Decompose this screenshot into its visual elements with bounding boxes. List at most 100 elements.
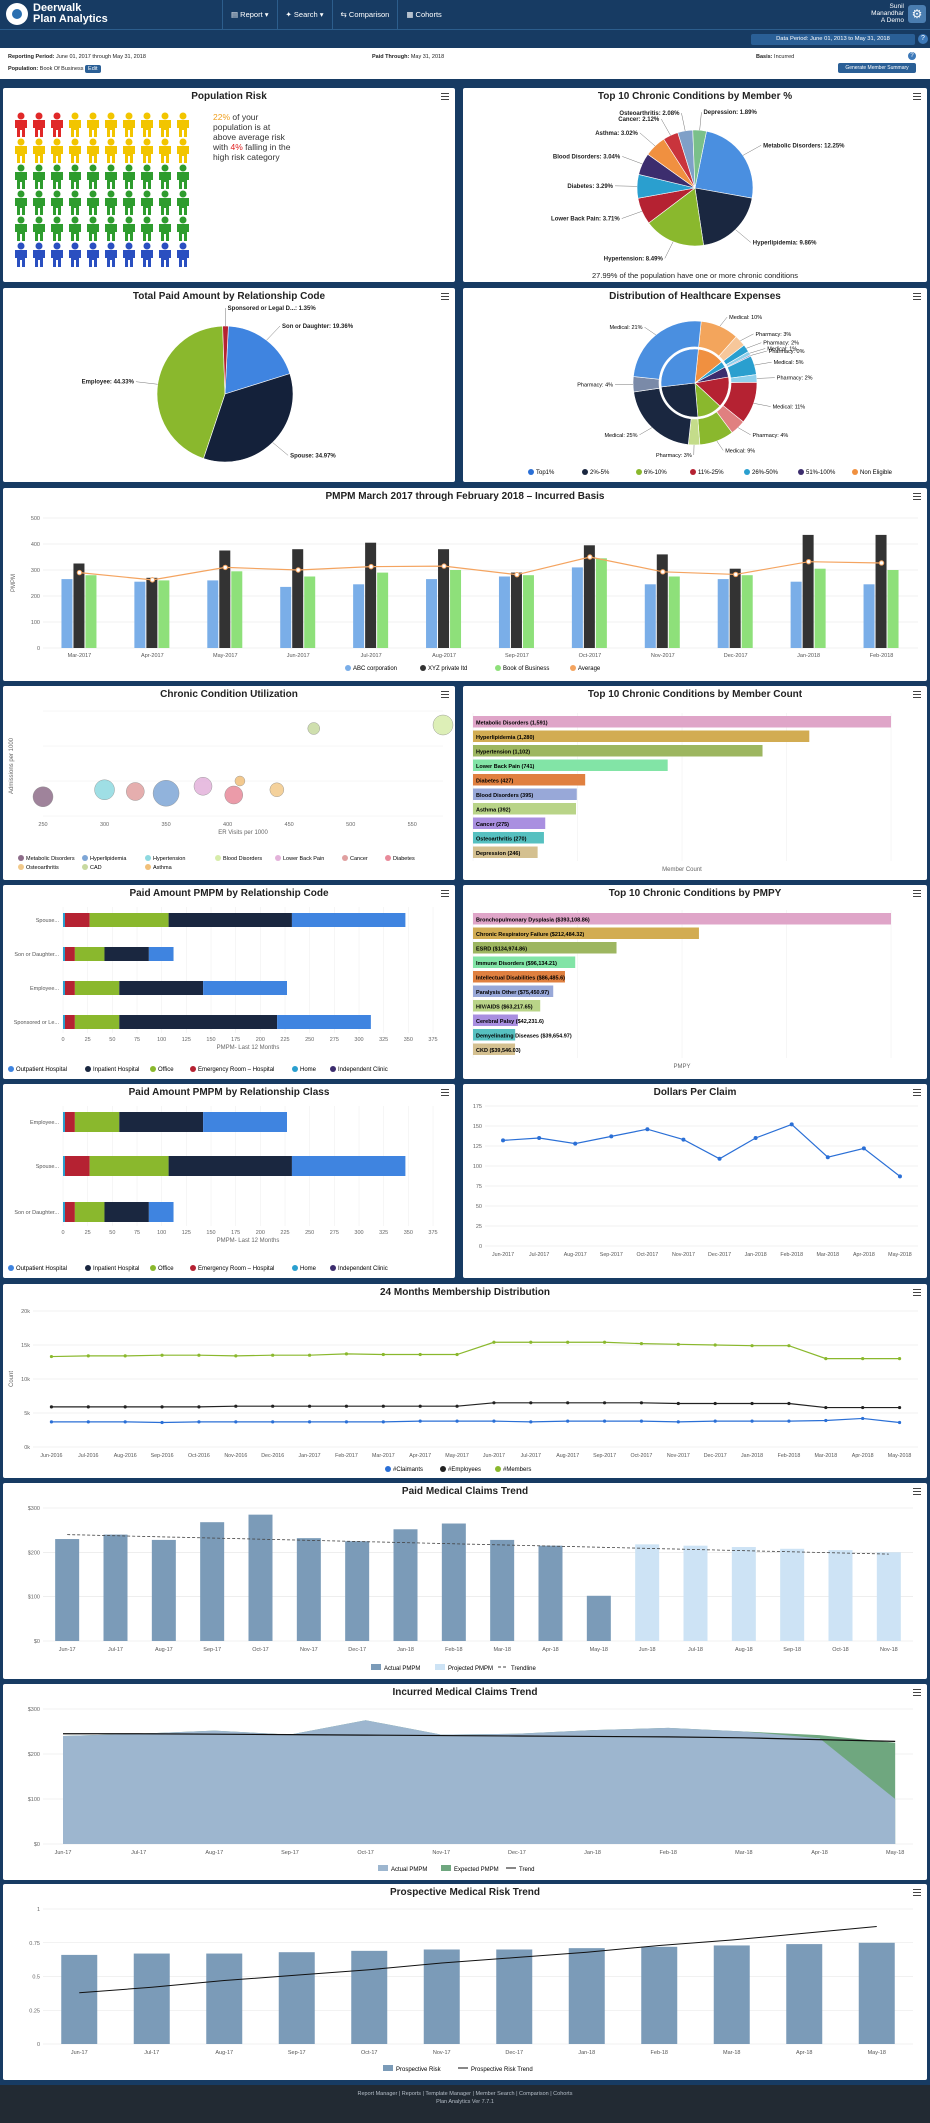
pie-label-line — [699, 112, 702, 131]
y-tick-label: 300 — [31, 568, 40, 574]
data-point — [787, 1401, 791, 1406]
data-point — [271, 1420, 275, 1424]
person-body-icon — [105, 146, 117, 163]
bar-label: Blood Disorders (395) — [476, 793, 533, 799]
footer: Report Manager | Reports | Template Mana… — [0, 2085, 930, 2123]
data-point — [602, 1419, 607, 1423]
person-head-icon — [35, 242, 43, 250]
chart-menu-icon[interactable] — [441, 1089, 449, 1096]
bar-2 — [814, 568, 826, 648]
x-tick-label: Jan-18 — [397, 1647, 414, 1653]
info-icon[interactable]: ? — [908, 52, 916, 60]
bar-segment — [65, 913, 90, 927]
x-axis-title: ER Visits per 1000 — [218, 830, 268, 836]
bar-segment — [74, 947, 105, 961]
pie-label: Asthma: 3.02% — [595, 131, 638, 137]
nav-search[interactable]: ✦ Search ▾ — [276, 0, 332, 30]
legend-label: Outpatient Hospital — [16, 1266, 67, 1272]
settings-gear-icon[interactable]: ⚙ — [908, 5, 926, 23]
x-tick-label: 50 — [109, 1037, 115, 1043]
x-tick-label: Aug-17 — [215, 2050, 233, 2056]
population-risk-panel: Population Risk 22% of your population i… — [3, 88, 455, 282]
chart-menu-icon[interactable] — [441, 691, 449, 698]
x-tick-label: 175 — [231, 1230, 240, 1236]
legend-label: Blood Disorders — [223, 856, 262, 862]
bar — [538, 1545, 563, 1641]
x-tick-label: 0 — [61, 1230, 64, 1236]
app-logo[interactable]: Deerwalk Plan Analytics — [6, 3, 108, 25]
legend-label: Home — [300, 1266, 317, 1272]
legend-label: Emergency Room – Hospital — [198, 1067, 274, 1073]
y-tick-label: $100 — [28, 1797, 40, 1803]
person-body-icon — [159, 120, 171, 137]
nav-cohorts[interactable]: ▦ Cohorts — [397, 0, 449, 30]
chart-menu-icon[interactable] — [913, 1889, 921, 1896]
paid-through-label: Paid Through: — [372, 54, 410, 60]
top10-pct-pie: Metabolic Disorders: 12.25% Hyperlipidemi… — [551, 110, 845, 262]
donut-label-line — [639, 427, 653, 436]
chart-menu-icon[interactable] — [441, 93, 449, 100]
donut-label: Medical: 9% — [725, 448, 755, 454]
chart-menu-icon[interactable] — [913, 1488, 921, 1495]
person-body-icon — [69, 120, 81, 137]
chart-menu-icon[interactable] — [913, 1089, 921, 1096]
person-body-icon — [15, 120, 27, 137]
legend-label: Hyperlipidemia — [90, 856, 127, 862]
bubble — [432, 714, 454, 736]
chart-menu-icon[interactable] — [913, 1289, 921, 1296]
footer-links[interactable]: Report Manager | Reports | Template Mana… — [357, 2091, 573, 2097]
data-period-info-icon[interactable]: ? — [918, 34, 928, 44]
person-head-icon — [179, 190, 187, 198]
x-tick-label: Dec-17 — [505, 2050, 523, 2056]
bar-label: Lower Back Pain (741) — [476, 764, 535, 770]
bar — [296, 1538, 321, 1641]
chart-menu-icon[interactable] — [913, 93, 921, 100]
person-body-icon — [33, 120, 45, 137]
legend-marker — [528, 469, 534, 475]
chart-menu-icon[interactable] — [913, 493, 921, 500]
data-point — [750, 1344, 754, 1348]
person-body-icon — [33, 172, 45, 189]
risk-text-4b: falling in the — [242, 142, 291, 152]
bar — [206, 1953, 243, 2044]
y-tick-label: $0 — [34, 1639, 40, 1645]
series-line — [503, 1123, 901, 1177]
bar — [473, 1014, 518, 1026]
legend-marker — [145, 855, 151, 861]
chart-menu-icon[interactable] — [913, 890, 921, 897]
donut-label-line — [750, 350, 767, 356]
bar-label: Osteoarthritis (270) — [476, 836, 527, 842]
average-line — [79, 556, 882, 581]
chart-menu-icon[interactable] — [441, 890, 449, 897]
y-tick-label: 0 — [37, 646, 40, 652]
average-point — [149, 577, 156, 583]
data-point — [566, 1401, 570, 1405]
data-point — [492, 1419, 496, 1423]
distribution-panel: Distribution of Healthcare Expenses Medi… — [463, 288, 927, 482]
donut-label: Medical: 1% — [767, 346, 797, 352]
legend-label: #Claimants — [393, 1467, 423, 1473]
chart-menu-icon[interactable] — [913, 293, 921, 300]
bar-segment — [119, 1112, 204, 1132]
risk-text-3: above average risk — [213, 132, 285, 142]
bar-1 — [875, 534, 887, 648]
y-tick-label: $300 — [28, 1506, 40, 1512]
nav-comparison[interactable]: ⇆ Comparison — [331, 0, 398, 30]
bar-segment — [104, 947, 149, 961]
x-tick-label: Jan-2018 — [741, 1453, 763, 1459]
user-menu[interactable]: Sunil Manandhar A Demo — [856, 3, 904, 24]
generate-member-summary-button[interactable]: Generate Member Summary — [838, 63, 916, 73]
chart-menu-icon[interactable] — [913, 1689, 921, 1696]
nav-report[interactable]: ▤ Report ▾ — [222, 0, 277, 30]
logo-icon — [6, 3, 28, 25]
chart-menu-icon[interactable] — [913, 691, 921, 698]
edit-population-button[interactable]: Edit — [85, 65, 101, 73]
person-head-icon — [17, 216, 25, 224]
category-label: Spouse... — [36, 918, 60, 924]
data-point — [676, 1401, 680, 1406]
panel-title: 24 Months Membership Distribution — [379, 1287, 550, 1298]
chart-menu-icon[interactable] — [441, 293, 449, 300]
legend-label: Top1% — [536, 470, 555, 476]
legend-label: Diabetes — [393, 856, 415, 862]
chronic-note: 27.99% of the population have one or mor… — [592, 271, 798, 280]
